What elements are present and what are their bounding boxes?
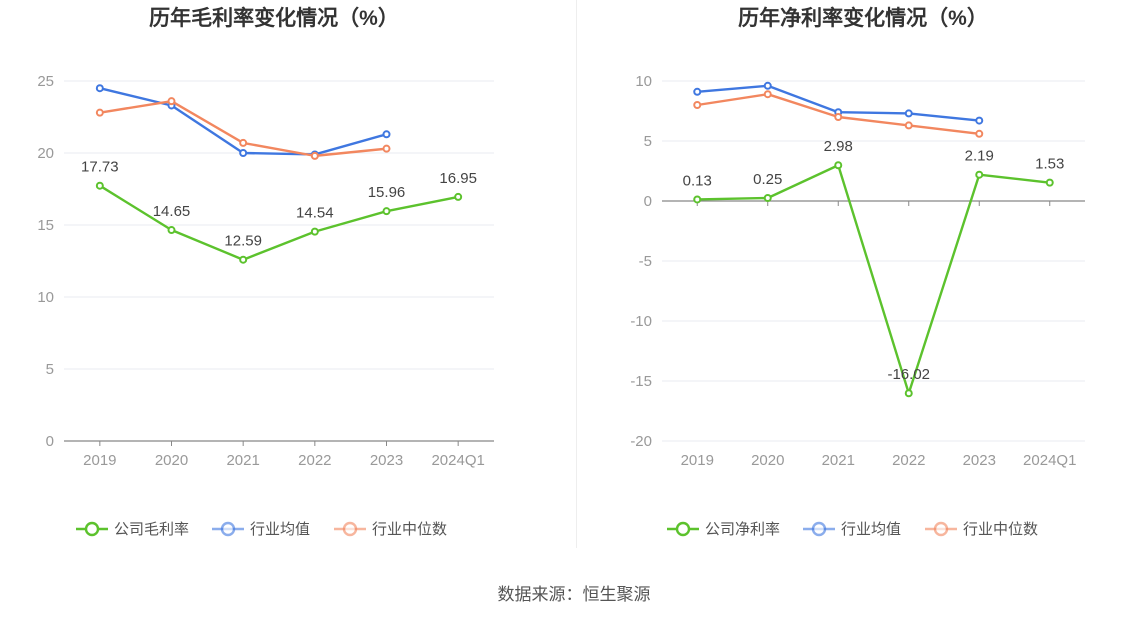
x-tick-label: 2024Q1 xyxy=(1023,452,1076,469)
y-tick-label: -15 xyxy=(630,373,652,390)
data-point-company xyxy=(1045,178,1054,187)
data-point-avg xyxy=(382,130,391,139)
gross-margin-chart: 历年毛利率变化情况（%） 0 5 10 15 20 25 2019 2020 2021 2022 20… xyxy=(37,6,494,538)
data-point-avg xyxy=(95,84,104,93)
x-tick-label: 2020 xyxy=(751,452,784,469)
data-point-company xyxy=(95,181,104,190)
legend-marker xyxy=(933,521,949,537)
data-label: 14.54 xyxy=(296,205,334,222)
data-point-avg xyxy=(763,81,772,90)
data-point-company xyxy=(693,195,702,204)
x-tick-label: 2023 xyxy=(370,452,403,469)
legend-marker xyxy=(342,521,358,537)
data-point-median xyxy=(382,144,391,153)
data-label: 2.19 xyxy=(965,148,994,165)
y-tick-label: -10 xyxy=(630,313,652,330)
data-point-company xyxy=(310,227,319,236)
data-point-median xyxy=(693,101,702,109)
legend-label: 行业均值 xyxy=(841,521,901,538)
data-point-median xyxy=(834,113,843,121)
series-line-company xyxy=(697,164,1050,395)
data-point-company xyxy=(975,170,984,179)
legend-marker xyxy=(220,521,236,537)
x-tick-label: 2019 xyxy=(681,452,714,469)
legend-marker xyxy=(84,521,100,537)
legend-label: 行业中位数 xyxy=(372,521,447,538)
data-point-company xyxy=(763,194,772,202)
data-point-avg xyxy=(693,87,702,96)
data-point-company xyxy=(382,207,391,216)
data-label: 12.59 xyxy=(224,233,262,250)
data-point-median xyxy=(763,90,772,99)
net-margin-chart: 历年净利率变化情况（%） -20 -15 -10 -5 0 5 10 2019 2020 2021 2… xyxy=(630,6,1085,538)
data-label: 15.96 xyxy=(368,184,406,201)
data-point-company xyxy=(454,192,463,201)
data-point-median xyxy=(975,129,984,138)
data-label: 2.98 xyxy=(824,138,853,155)
data-point-median xyxy=(167,97,176,106)
data-label: 0.13 xyxy=(683,172,712,189)
x-tick-label: 2022 xyxy=(298,452,331,469)
x-tick-label: 2022 xyxy=(892,452,925,469)
x-tick-label: 2024Q1 xyxy=(431,452,484,469)
legend-label: 公司毛利率 xyxy=(114,521,189,538)
y-tick-label: 5 xyxy=(644,133,652,150)
y-tick-label: 10 xyxy=(635,73,652,90)
data-point-median xyxy=(239,138,248,147)
data-point-median xyxy=(310,151,319,160)
x-tick-label: 2019 xyxy=(83,452,116,469)
y-tick-label: 25 xyxy=(37,73,54,90)
data-label: 14.65 xyxy=(153,203,191,220)
data-point-company xyxy=(904,389,913,398)
data-point-avg xyxy=(975,116,984,125)
y-tick-label: 10 xyxy=(37,289,54,306)
legend-label: 行业均值 xyxy=(250,521,310,538)
data-point-avg xyxy=(904,109,913,118)
legend-marker xyxy=(811,521,827,537)
data-point-median xyxy=(95,108,104,117)
x-tick-label: 2021 xyxy=(226,452,259,469)
chart-title: 历年净利率变化情况（%） xyxy=(738,6,988,30)
legend-label: 公司净利率 xyxy=(705,521,780,538)
y-tick-label: 5 xyxy=(46,361,54,378)
x-tick-label: 2020 xyxy=(155,452,188,469)
chart-title: 历年毛利率变化情况（%） xyxy=(149,6,399,30)
legend-label: 行业中位数 xyxy=(963,521,1038,538)
data-label: 0.25 xyxy=(753,171,782,188)
data-label: 17.73 xyxy=(81,159,119,176)
y-tick-label: 0 xyxy=(644,193,652,210)
data-point-avg xyxy=(239,149,248,157)
y-tick-label: -5 xyxy=(639,253,652,270)
y-tick-label: 20 xyxy=(37,145,54,162)
x-tick-label: 2023 xyxy=(963,452,996,469)
y-tick-label: -20 xyxy=(630,433,652,450)
data-label: 1.53 xyxy=(1035,156,1064,173)
y-tick-label: 0 xyxy=(46,433,54,450)
y-tick-label: 15 xyxy=(37,217,54,234)
data-point-median xyxy=(904,121,913,130)
legend-marker xyxy=(675,521,691,537)
x-tick-label: 2021 xyxy=(822,452,855,469)
chart-divider xyxy=(576,0,577,548)
data-source-note: 数据来源：恒生聚源 xyxy=(497,585,651,604)
series-line-company xyxy=(99,184,459,261)
data-label: -16.02 xyxy=(887,366,930,383)
data-label: 16.95 xyxy=(439,170,477,187)
data-point-company xyxy=(167,226,176,235)
data-point-company xyxy=(239,255,248,264)
data-point-company xyxy=(834,161,843,170)
